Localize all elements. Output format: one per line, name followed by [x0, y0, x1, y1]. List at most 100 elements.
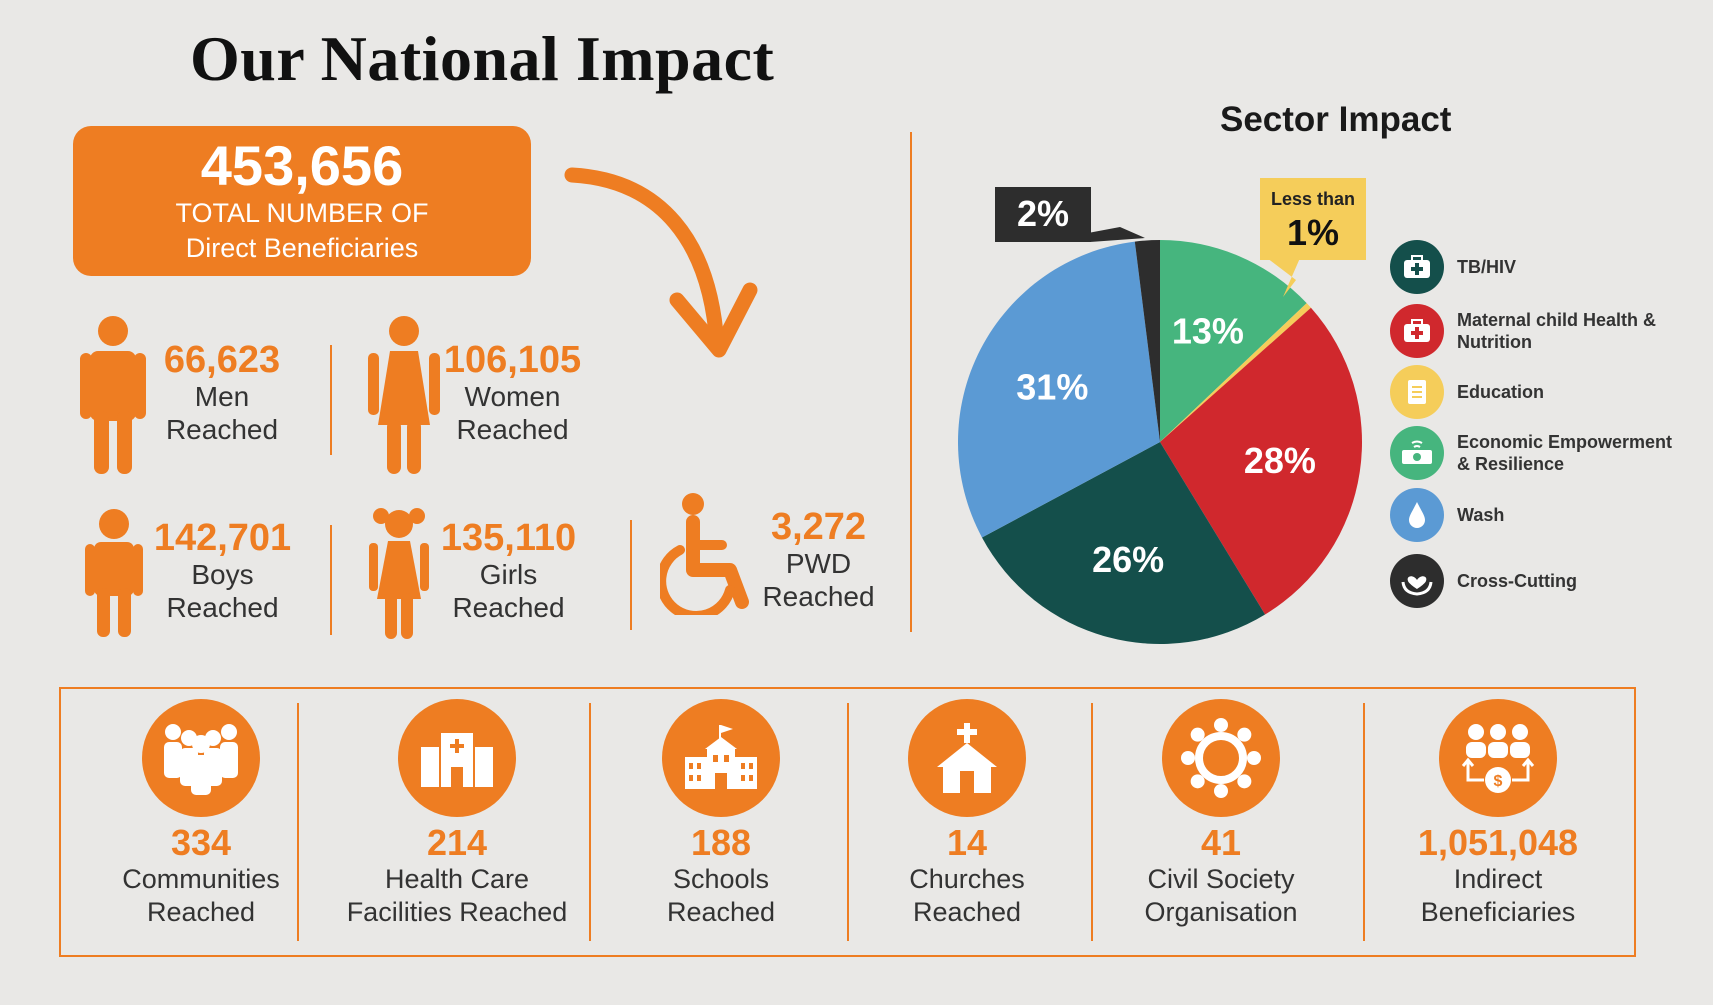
- legend-item-education: Education: [1390, 365, 1677, 419]
- circle-people-icon: [1162, 699, 1280, 817]
- health-facilities-stat: 214 Health Care Facilities Reached: [307, 689, 607, 955]
- women-stat: 106,105 Women Reached: [440, 340, 585, 446]
- page-title: Our National Impact: [190, 23, 775, 94]
- girls-label: Girls: [479, 559, 538, 590]
- church-icon: [908, 699, 1026, 817]
- churches-number: 14: [946, 822, 988, 863]
- churches-stat: 14 Churches Reached: [847, 689, 1087, 955]
- legend-label: Maternal child Health & Nutrition: [1457, 310, 1657, 352]
- sector-pie-chart: 13% 28% 26% 31% 2% Less than 1%: [958, 178, 1366, 644]
- chart-title: Sector Impact: [1220, 100, 1452, 139]
- first-aid-icon: [1390, 304, 1444, 358]
- women-label-2: Reached: [456, 414, 569, 445]
- woman-icon: [368, 316, 440, 474]
- men-label-2: Reached: [165, 414, 279, 445]
- pie-slice-0: [1160, 240, 1307, 442]
- pie-slice-1: [1160, 303, 1311, 442]
- divider: [1363, 703, 1365, 941]
- churches-label: Churches: [909, 864, 1025, 894]
- divider: [330, 525, 332, 635]
- indirect-label: Indirect: [1453, 864, 1543, 894]
- women-number: 106,105: [443, 339, 582, 381]
- total-number: 453,656: [200, 134, 404, 197]
- schools-number: 188: [690, 822, 752, 863]
- men-label: Men: [194, 381, 250, 412]
- pie-label-3: 26%: [1092, 539, 1164, 580]
- girls-number: 135,110: [440, 517, 577, 559]
- total-label-line2: Direct Beneficiaries: [185, 233, 419, 263]
- book-icon: [1390, 365, 1444, 419]
- schools-label-2: Reached: [666, 897, 776, 927]
- total-beneficiaries-box: 453,656 TOTAL NUMBER OF Direct Beneficia…: [73, 126, 531, 276]
- shared-benefit-icon: $: [1439, 699, 1557, 817]
- yellow-callout-big: 1%: [1287, 212, 1339, 253]
- boy-icon: [85, 509, 143, 637]
- pie-label-2: 28%: [1244, 440, 1316, 481]
- indirect-number: 1,051,048: [1417, 822, 1579, 863]
- girl-icon: [369, 508, 429, 639]
- dark-callout-box: [995, 187, 1091, 242]
- communities-number: 334: [170, 822, 232, 863]
- boys-label: Boys: [191, 559, 254, 590]
- pwd-label-2: Reached: [762, 581, 875, 612]
- hospital-icon: [398, 699, 516, 817]
- health-facilities-label-2: Facilities Reached: [346, 897, 568, 927]
- schools-stat: 188 Schools Reached: [601, 689, 841, 955]
- yellow-callout-box: [1260, 178, 1366, 260]
- divider: [630, 520, 632, 630]
- money-icon: [1390, 426, 1444, 480]
- pie-slice-2: [1160, 307, 1362, 615]
- divider: [297, 703, 299, 941]
- civil-society-stat: 41 Civil Society Organisation: [1091, 689, 1351, 955]
- legend-item-economic: Economic Empowerment & Resilience: [1390, 426, 1677, 480]
- health-facilities-number: 214: [426, 822, 488, 863]
- communities-stat: 334 Communities Reached: [81, 689, 321, 955]
- dark-callout-label: 2%: [1017, 193, 1069, 234]
- men-stat: 66,623 Men Reached: [152, 340, 292, 446]
- divider: [589, 703, 591, 941]
- yellow-callout-pointer: [1267, 258, 1300, 297]
- svg-text:$: $: [1494, 773, 1503, 790]
- divider: [330, 345, 332, 455]
- yellow-callout-small: Less than: [1271, 189, 1355, 209]
- health-facilities-label: Health Care: [384, 864, 530, 894]
- pwd-label: PWD: [785, 548, 852, 579]
- section-divider: [910, 132, 912, 632]
- water-drop-icon: [1390, 488, 1444, 542]
- civil-society-label-2: Organisation: [1144, 897, 1298, 927]
- legend-label: TB/HIV: [1457, 257, 1517, 277]
- boys-label-2: Reached: [166, 592, 279, 623]
- total-label-line1: TOTAL NUMBER OF: [175, 198, 429, 228]
- women-label: Women: [464, 381, 561, 412]
- pie-label-0: 13%: [1172, 311, 1244, 352]
- legend-label: Economic Empowerment & Resilience: [1457, 432, 1673, 474]
- school-icon: [662, 699, 780, 817]
- bottom-stats-frame: 334 Communities Reached 214 Health Care …: [59, 687, 1636, 957]
- men-number: 66,623: [163, 339, 281, 381]
- medical-kit-icon: [1390, 240, 1444, 294]
- legend-item-tb-hiv: TB/HIV: [1390, 240, 1677, 294]
- legend-label: Wash: [1457, 505, 1505, 525]
- indirect-label-2: Beneficiaries: [1420, 897, 1576, 927]
- pwd-stat: 3,272 PWD Reached: [756, 507, 881, 613]
- boys-stat: 142,701 Boys Reached: [150, 518, 295, 624]
- man-icon: [80, 316, 146, 474]
- pie-slice-3: [981, 442, 1266, 644]
- civil-society-number: 41: [1200, 822, 1242, 863]
- legend-label: Education: [1457, 382, 1545, 402]
- pie-slice-4: [958, 241, 1160, 538]
- legend-item-cross-cutting: Cross-Cutting: [1390, 554, 1677, 608]
- pie-label-4: 31%: [1016, 366, 1088, 407]
- civil-society-label: Civil Society: [1147, 864, 1295, 894]
- wheelchair-icon: [660, 493, 749, 615]
- communities-label: Communities: [122, 864, 280, 894]
- legend-item-maternal-health: Maternal child Health & Nutrition: [1390, 304, 1677, 358]
- curved-arrow-icon: [564, 167, 758, 358]
- pwd-number: 3,272: [770, 506, 867, 548]
- legend-item-wash: Wash: [1390, 488, 1677, 542]
- divider: [1091, 703, 1093, 941]
- legend-label: Cross-Cutting: [1457, 571, 1577, 591]
- girls-label-2: Reached: [452, 592, 565, 623]
- girls-stat: 135,110 Girls Reached: [436, 518, 581, 624]
- communities-label-2: Reached: [146, 897, 256, 927]
